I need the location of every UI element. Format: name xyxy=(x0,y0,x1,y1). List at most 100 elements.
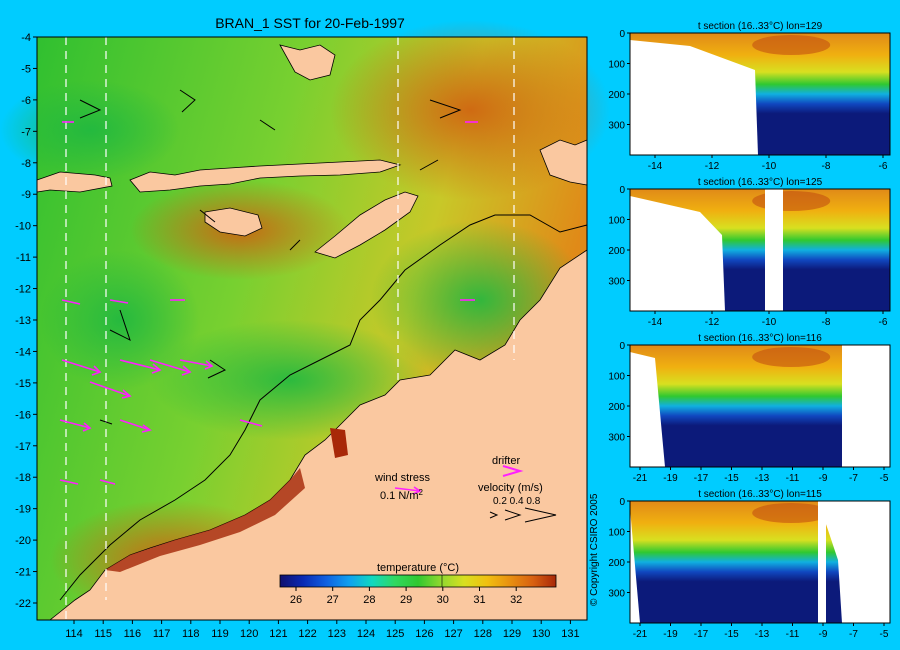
section-x-tick-label: -9 xyxy=(819,629,828,640)
section-x-tick-label: -14 xyxy=(648,161,663,172)
kimberley-bay xyxy=(330,428,348,458)
australia-landmass xyxy=(48,249,588,621)
map-y-tick-label: -8 xyxy=(21,158,31,170)
colorbar-title: temperature (°C) xyxy=(377,562,459,574)
coastal-warm-band xyxy=(105,468,305,572)
section-x-tick-label: -6 xyxy=(879,317,888,328)
velocity-arrow xyxy=(207,359,227,379)
map-y-tick-label: -19 xyxy=(15,504,31,516)
section-x-tick-label: -8 xyxy=(822,161,831,172)
copyright-text: © Copyright CSIRO 2005 xyxy=(589,493,600,606)
colorbar-ticks: 26 27 28 29 30 31 32 xyxy=(290,575,522,606)
map-x-tick-label: 120 xyxy=(240,628,258,640)
map-y-tick-label: -13 xyxy=(15,315,31,327)
colorbar-tick-label: 31 xyxy=(473,594,485,606)
wind-stress-value-text: 0.1 N/m xyxy=(380,490,419,502)
java-island xyxy=(36,171,113,193)
section-warm-patch xyxy=(752,503,831,523)
map-x-tick-label: 125 xyxy=(386,628,404,640)
section-x-tick-label: -11 xyxy=(786,473,800,484)
map-y-ticks: -4 -5 -6 -7 -8 -9 -10 -11 -12 -13 -14 -15 -16 -17 -18 -… xyxy=(15,32,37,610)
velocity-values: 0.2 0.4 0.8 xyxy=(493,496,541,507)
section-y-tick-label: 0 xyxy=(619,185,625,196)
section-x-tick-label: -7 xyxy=(849,629,858,640)
wind-arrow xyxy=(179,359,214,370)
velocity-arrow xyxy=(419,159,439,171)
section-y-tick-label: 0 xyxy=(619,29,625,40)
wind-arrow xyxy=(61,359,102,376)
sumba-island xyxy=(204,207,263,237)
map-x-tick-label: 131 xyxy=(561,628,579,640)
section-y-tick-label: 100 xyxy=(608,60,625,71)
map-frame xyxy=(36,36,588,621)
cool-patch xyxy=(40,250,200,390)
map-y-tick-label: -9 xyxy=(21,189,31,201)
map-x-tick-label: 129 xyxy=(503,628,521,640)
section-y-tick-label: 300 xyxy=(608,277,625,288)
section-lines xyxy=(65,37,515,620)
velocity-scale-arrows xyxy=(489,507,557,523)
section-land xyxy=(842,345,890,467)
section-x-tick-label: -10 xyxy=(762,317,777,328)
wind-arrow xyxy=(239,419,263,427)
map-y-tick-label: -18 xyxy=(15,472,31,484)
section-x-tick-label: -19 xyxy=(663,629,678,640)
map-y-tick-label: -14 xyxy=(15,346,31,358)
section-y-tick-label: 100 xyxy=(608,372,625,383)
colorbar: temperature (°C) 26 27 28 29 30 31 32 xyxy=(279,562,557,606)
map-y-tick-label: -20 xyxy=(15,535,31,547)
wind-stress-label: wind stress xyxy=(374,472,431,484)
section-panel-4: t section (16..33°C) lon=115 0 100 200 300 -2… xyxy=(608,489,891,640)
map-x-tick-label: 126 xyxy=(415,628,433,640)
map-x-tick-label: 124 xyxy=(357,628,375,640)
map-y-tick-label: -16 xyxy=(15,409,31,421)
section-y-tick-label: 100 xyxy=(608,528,625,539)
velocity-arrow xyxy=(79,99,102,119)
colorbar-tick-label: 32 xyxy=(510,594,522,606)
wind-arrow xyxy=(59,479,79,485)
wind-stress-scale-arrow xyxy=(394,486,422,495)
map-legend: wind stress 0.1 N/m2 drifter velocity (m… xyxy=(374,455,557,523)
section-x-tick-label: -8 xyxy=(822,317,831,328)
map-x-tick-label: 127 xyxy=(444,628,462,640)
sst-map xyxy=(0,20,610,621)
map-x-tick-label: 114 xyxy=(65,628,83,640)
map-y-tick-label: -11 xyxy=(16,252,31,264)
section-x-tick-label: -7 xyxy=(849,473,858,484)
section-warm-patch xyxy=(752,191,831,211)
velocity-arrow xyxy=(199,209,216,223)
section-y-tick-label: 0 xyxy=(619,497,625,508)
section-x-tick-label: -15 xyxy=(724,473,739,484)
map-y-tick-label: -4 xyxy=(21,32,31,44)
wind-arrow xyxy=(119,359,162,374)
section-x-tick-label: -14 xyxy=(648,317,663,328)
colorbar-tick-label: 26 xyxy=(290,594,302,606)
wind-arrow xyxy=(59,419,92,432)
colorbar-tick-label: 27 xyxy=(327,594,339,606)
section-x-tick-label: -5 xyxy=(880,629,889,640)
wind-stress-unit-sup: 2 xyxy=(419,488,424,497)
wind-arrow xyxy=(149,359,192,376)
wind-stress-value: 0.1 N/m2 xyxy=(380,488,424,502)
map-x-tick-label: 130 xyxy=(532,628,550,640)
section-title: t section (16..33°C) lon=116 xyxy=(698,333,822,344)
section-x-tick-label: -21 xyxy=(633,629,648,640)
map-x-tick-label: 121 xyxy=(269,628,287,640)
velocity-arrow xyxy=(429,99,462,119)
bathymetry-contour xyxy=(59,214,588,601)
section-x-tick-label: -11 xyxy=(786,629,800,640)
section-x-tick-label: -17 xyxy=(694,629,709,640)
colorbar-rect xyxy=(279,574,557,588)
section-gap xyxy=(818,501,826,623)
section-y-tick-label: 300 xyxy=(608,433,625,444)
map-x-tick-label: 115 xyxy=(94,628,112,640)
map-y-tick-label: -15 xyxy=(15,378,31,390)
colorbar-tick-label: 28 xyxy=(363,594,375,606)
section-x-tick-label: -13 xyxy=(755,473,770,484)
section-x-tick-label: -6 xyxy=(879,161,888,172)
map-x-tick-label: 116 xyxy=(124,628,142,640)
map-x-ticks: 114 115 116 117 118 119 120 121 122 123 124 125 126 1… xyxy=(65,620,580,640)
section-x-tick-label: -13 xyxy=(755,629,770,640)
map-x-tick-label: 118 xyxy=(182,628,200,640)
